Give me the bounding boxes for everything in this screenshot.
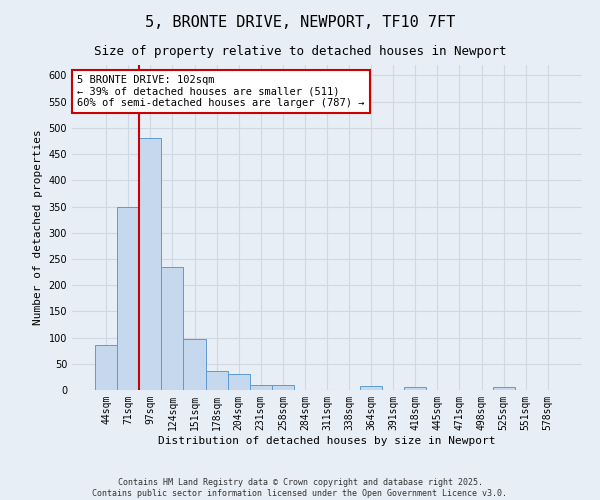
Bar — [404, 388, 427, 390]
Bar — [206, 370, 227, 390]
Text: 5 BRONTE DRIVE: 102sqm
← 39% of detached houses are smaller (511)
60% of semi-de: 5 BRONTE DRIVE: 102sqm ← 39% of detached… — [77, 74, 365, 108]
Bar — [117, 206, 139, 390]
Text: Size of property relative to detached houses in Newport: Size of property relative to detached ho… — [94, 45, 506, 58]
Bar — [227, 374, 250, 390]
Bar — [250, 385, 272, 390]
Text: Contains HM Land Registry data © Crown copyright and database right 2025.
Contai: Contains HM Land Registry data © Crown c… — [92, 478, 508, 498]
Y-axis label: Number of detached properties: Number of detached properties — [33, 130, 43, 326]
Bar — [139, 138, 161, 390]
Bar — [161, 267, 184, 390]
Bar — [493, 388, 515, 390]
Bar — [184, 339, 206, 390]
Bar — [360, 386, 382, 390]
Bar — [95, 346, 117, 390]
Text: 5, BRONTE DRIVE, NEWPORT, TF10 7FT: 5, BRONTE DRIVE, NEWPORT, TF10 7FT — [145, 15, 455, 30]
X-axis label: Distribution of detached houses by size in Newport: Distribution of detached houses by size … — [158, 436, 496, 446]
Bar — [272, 385, 294, 390]
